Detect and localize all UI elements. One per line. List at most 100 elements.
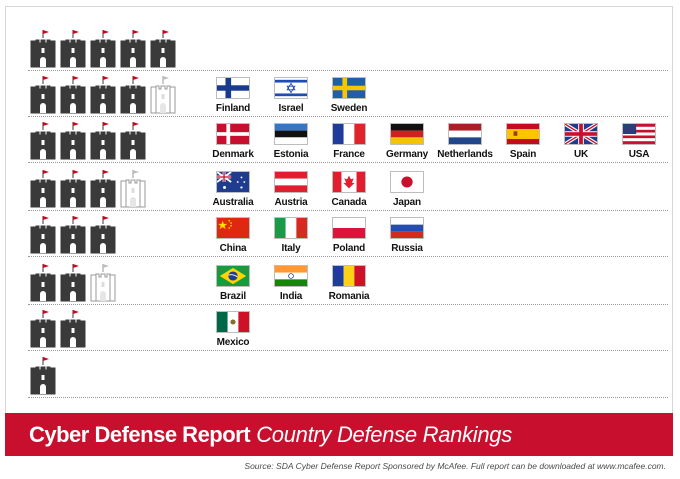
country-item: Estonia [261, 123, 321, 160]
castle-icon [30, 356, 56, 396]
country-name: Israel [278, 103, 304, 114]
germany-flag-icon [390, 123, 424, 145]
half-castle-icon [90, 263, 116, 303]
country-name: USA [628, 149, 650, 160]
castle-icon [30, 215, 56, 255]
sweden-flag-icon [332, 77, 366, 99]
castle-icon [30, 309, 56, 349]
country-item: Mexico [203, 311, 263, 348]
country-name: Spain [509, 149, 537, 160]
country-item: Japan [377, 171, 437, 208]
tier-row: Denmark Estonia France Germany Netherlands Sp… [28, 117, 668, 163]
country-name: Mexico [216, 337, 250, 348]
country-name: Sweden [330, 103, 368, 114]
country-name: Estonia [273, 149, 309, 160]
denmark-flag-icon [216, 123, 250, 145]
country-item: Russia [377, 217, 437, 254]
canada-flag-icon [332, 171, 366, 193]
castle-icon [60, 263, 86, 303]
castle-icon [120, 121, 146, 161]
title-italic: Country Defense Rankings [256, 422, 512, 447]
country-name: Australia [212, 197, 254, 208]
finland-flag-icon [216, 77, 250, 99]
castle-rating [30, 215, 116, 255]
country-name: UK [573, 149, 589, 160]
japan-flag-icon [390, 171, 424, 193]
country-name: China [219, 243, 247, 254]
castle-icon [30, 121, 56, 161]
rankings-panel: Finland Israel Sweden Denmark Estonia France… [5, 6, 673, 454]
country-item: Finland [203, 77, 263, 114]
country-item: Romania [319, 265, 379, 302]
country-item: China [203, 217, 263, 254]
uk-flag-icon [564, 123, 598, 145]
country-item: Spain [493, 123, 553, 160]
tier-row: Finland Israel Sweden [28, 71, 668, 117]
country-item: France [319, 123, 379, 160]
country-name: Finland [215, 103, 251, 114]
country-name: Russia [391, 243, 423, 254]
austria-flag-icon [274, 171, 308, 193]
tier-row [28, 25, 668, 71]
castle-rating [30, 263, 116, 303]
castle-icon [90, 29, 116, 69]
castle-icon [90, 121, 116, 161]
country-item: Germany [377, 123, 437, 160]
castle-rating [30, 75, 176, 115]
country-name: India [279, 291, 303, 302]
castle-icon [60, 215, 86, 255]
castle-icon [30, 29, 56, 69]
poland-flag-icon [332, 217, 366, 239]
israel-flag-icon [274, 77, 308, 99]
tier-row: Brazil India Romania [28, 259, 668, 305]
russia-flag-icon [390, 217, 424, 239]
tier-row: Mexico [28, 305, 668, 351]
tier-row: China Italy Poland Russia [28, 211, 668, 257]
castle-icon [30, 263, 56, 303]
tier-row: Australia Austria Canada Japan [28, 165, 668, 211]
country-item: Canada [319, 171, 379, 208]
usa-flag-icon [622, 123, 656, 145]
mexico-flag-icon [216, 311, 250, 333]
castle-icon [90, 169, 116, 209]
spain-flag-icon [506, 123, 540, 145]
country-item: India [261, 265, 321, 302]
estonia-flag-icon [274, 123, 308, 145]
castle-icon [90, 75, 116, 115]
half-castle-icon [120, 169, 146, 209]
country-item: Netherlands [435, 123, 495, 160]
country-name: Poland [332, 243, 366, 254]
castle-icon [60, 309, 86, 349]
country-item: Austria [261, 171, 321, 208]
castle-icon [150, 29, 176, 69]
country-name: Denmark [212, 149, 254, 160]
country-item: Denmark [203, 123, 263, 160]
country-item: UK [551, 123, 611, 160]
france-flag-icon [332, 123, 366, 145]
italy-flag-icon [274, 217, 308, 239]
title-bold: Cyber Defense Report [29, 422, 251, 447]
country-item: Brazil [203, 265, 263, 302]
castle-rating [30, 356, 56, 396]
tier-row [28, 352, 668, 398]
country-name: Japan [393, 197, 421, 208]
brazil-flag-icon [216, 265, 250, 287]
country-name: Romania [328, 291, 370, 302]
country-name: Canada [331, 197, 367, 208]
country-name: Austria [274, 197, 308, 208]
netherlands-flag-icon [448, 123, 482, 145]
country-item: USA [609, 123, 669, 160]
castle-icon [60, 169, 86, 209]
castle-icon [30, 169, 56, 209]
half-castle-icon [150, 75, 176, 115]
source-note: Source: SDA Cyber Defense Report Sponsor… [244, 461, 666, 471]
country-item: Italy [261, 217, 321, 254]
castle-icon [30, 75, 56, 115]
castle-icon [60, 121, 86, 161]
castle-rating [30, 169, 146, 209]
country-item: Australia [203, 171, 263, 208]
castle-rating [30, 309, 86, 349]
country-name: France [333, 149, 365, 160]
castle-icon [120, 29, 146, 69]
india-flag-icon [274, 265, 308, 287]
